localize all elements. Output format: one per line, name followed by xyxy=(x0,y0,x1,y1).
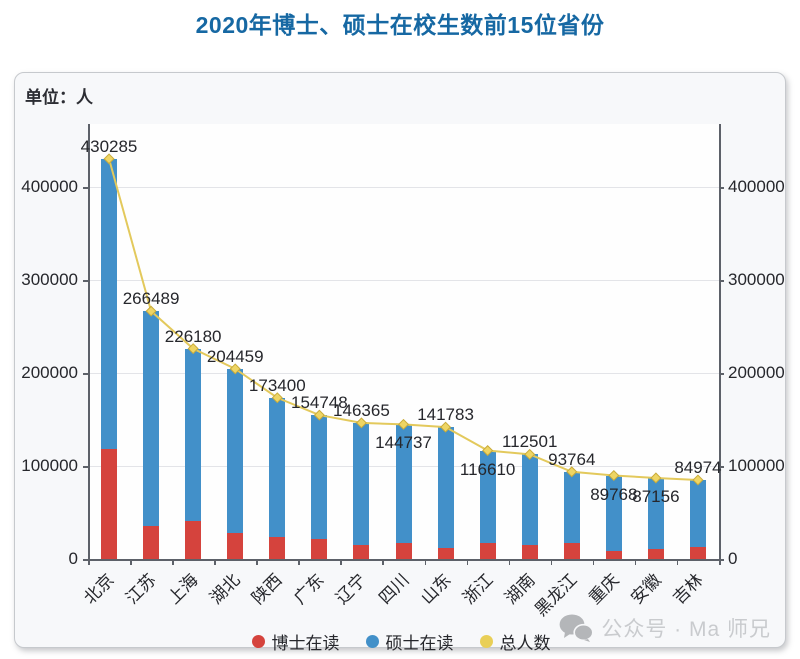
y-axis-label-right: 300000 xyxy=(728,270,785,289)
legend-dot xyxy=(365,635,379,648)
y-tick-right xyxy=(719,280,724,282)
y-tick-right xyxy=(719,187,724,189)
bar-master xyxy=(563,471,580,544)
x-tick xyxy=(256,559,258,565)
bar-doctor xyxy=(143,525,160,559)
x-tick xyxy=(466,559,469,565)
legend-dot xyxy=(479,635,493,648)
bar-doctor xyxy=(353,545,370,559)
x-tick xyxy=(719,559,721,565)
y-axis-line-left xyxy=(88,124,90,559)
bar-doctor xyxy=(479,543,496,559)
total-value-label: 430285 xyxy=(80,136,138,156)
y-tick-right xyxy=(719,559,724,561)
y-axis-label-left: 100000 xyxy=(21,456,78,475)
total-value-label: 144737 xyxy=(375,433,432,453)
x-tick xyxy=(340,559,342,565)
y-axis-label-left: 200000 xyxy=(21,363,78,382)
x-tick xyxy=(130,559,132,565)
y-axis-label-right: 200000 xyxy=(728,363,785,382)
bar-doctor xyxy=(605,550,622,559)
total-value-label: 87156 xyxy=(632,486,680,506)
page-title: 2020年博士、硕士在校生数前15位省份 xyxy=(195,12,605,38)
x-tick xyxy=(172,559,174,565)
total-value-label: 173400 xyxy=(248,375,306,395)
y-tick-left xyxy=(83,559,88,561)
x-tick xyxy=(424,559,427,565)
bar-master xyxy=(689,479,706,547)
y-tick-right xyxy=(719,373,724,375)
total-value-label: 204459 xyxy=(206,346,264,366)
x-tick xyxy=(88,559,90,565)
bar-doctor xyxy=(437,547,454,559)
y-axis-line-right xyxy=(719,124,721,559)
bar-master xyxy=(605,475,622,551)
bar-doctor xyxy=(521,545,538,559)
bar-master xyxy=(185,348,202,521)
watermark-text: 公众号 · Ma 师兄 xyxy=(601,618,771,641)
grid-line xyxy=(88,280,719,281)
unit-label: 单位：人 xyxy=(25,88,93,107)
total-value-label: 112501 xyxy=(501,432,558,452)
legend-label: 博士在读 xyxy=(271,634,340,653)
chart-panel: 单位：人 0 0 100000 100000 200000 200000 300000 300… xyxy=(14,72,787,653)
bar-doctor xyxy=(647,548,664,559)
x-tick xyxy=(676,559,679,565)
bar-doctor xyxy=(185,520,202,559)
x-tick xyxy=(214,559,216,565)
bar-doctor xyxy=(269,536,286,559)
y-axis-label-left: 0 xyxy=(68,549,78,568)
y-tick-left xyxy=(83,187,88,189)
y-axis-label-left: 400000 xyxy=(21,177,78,196)
legend-item-2[interactable]: 总人数 xyxy=(479,629,551,654)
y-tick-left xyxy=(83,280,88,282)
wechat-icon xyxy=(559,614,594,642)
bar-doctor xyxy=(395,543,412,559)
bar-master xyxy=(647,477,664,549)
chart-legend: 博士在读 硕士在读 总人数 xyxy=(15,629,787,654)
total-value-label: 141783 xyxy=(417,405,474,425)
total-value-label: 89768 xyxy=(590,484,638,504)
grid-line xyxy=(88,373,719,374)
total-value-label: 116610 xyxy=(459,459,516,479)
legend-label: 总人数 xyxy=(499,634,551,653)
x-tick xyxy=(550,559,553,565)
legend-item-1[interactable]: 硕士在读 xyxy=(365,629,454,654)
x-tick xyxy=(592,559,595,565)
y-axis-label-right: 400000 xyxy=(728,177,785,196)
bar-doctor xyxy=(563,543,580,559)
y-tick-left xyxy=(83,373,88,375)
total-value-label: 93764 xyxy=(548,449,596,469)
x-tick xyxy=(298,559,300,565)
legend-item-0[interactable]: 博士在读 xyxy=(251,629,340,654)
total-value-label: 154748 xyxy=(290,393,348,413)
chart-area: 0 0 100000 100000 200000 200000 300000 300000 40… xyxy=(15,73,787,649)
bar-master xyxy=(269,397,286,537)
bar-doctor xyxy=(311,538,328,559)
y-tick-right xyxy=(719,466,724,468)
grid-line xyxy=(88,187,719,188)
total-value-label: 146365 xyxy=(333,400,390,420)
total-value-label: 266489 xyxy=(122,289,180,309)
bar-master xyxy=(311,415,328,539)
bar-doctor xyxy=(227,532,244,559)
y-axis-label-left: 300000 xyxy=(21,270,78,289)
total-value-label: 84974 xyxy=(674,457,722,477)
x-tick xyxy=(382,559,384,565)
y-axis-label-right: 0 xyxy=(728,549,738,568)
legend-label: 硕士在读 xyxy=(385,634,454,653)
watermark: 公众号 · Ma 师兄 xyxy=(559,613,771,643)
bar-doctor xyxy=(689,546,706,559)
total-value-label: 226180 xyxy=(164,326,222,346)
y-tick-left xyxy=(83,466,88,468)
x-tick xyxy=(634,559,637,565)
x-axis-line xyxy=(88,559,721,561)
legend-dot xyxy=(251,635,265,648)
y-axis-label-right: 100000 xyxy=(728,456,785,475)
bar-doctor xyxy=(101,449,118,559)
x-tick xyxy=(508,559,511,565)
